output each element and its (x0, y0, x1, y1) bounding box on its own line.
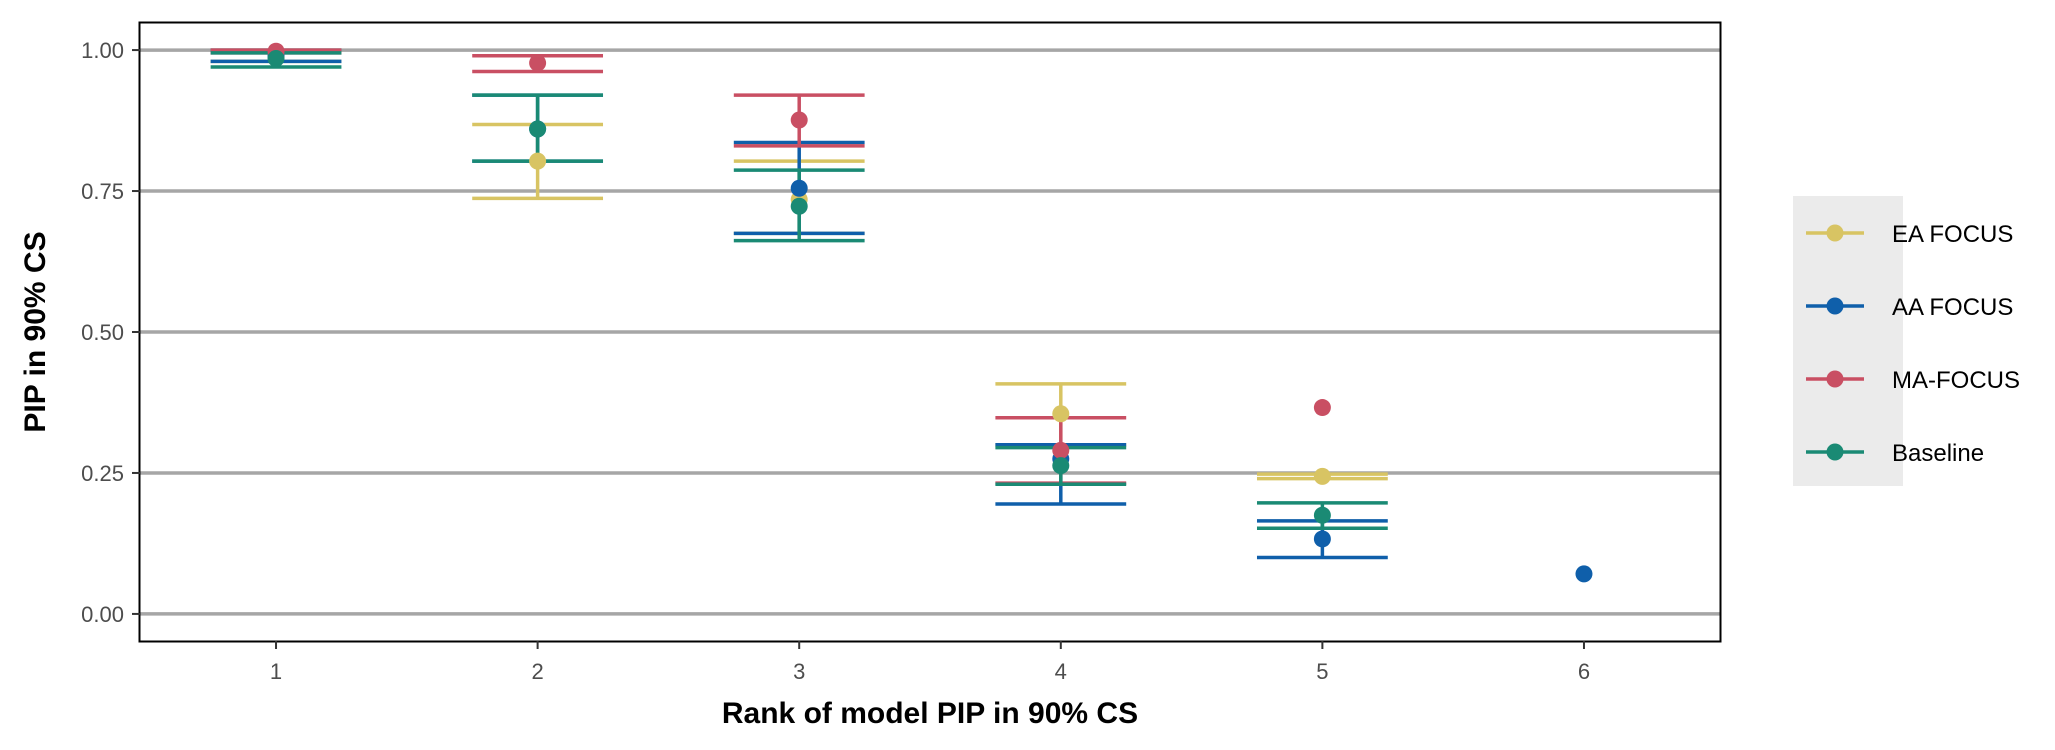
legend-label: AA FOCUS (1892, 294, 2013, 321)
legend-item: EA FOCUS (1806, 221, 2013, 248)
legend-key-point (1826, 443, 1844, 461)
y-tick-label: 1.00 (81, 38, 124, 63)
legend-label: Baseline (1892, 440, 1984, 467)
data-point (1313, 506, 1331, 524)
legend-background (1793, 196, 1903, 486)
legend-key-point (1826, 224, 1844, 242)
legend-label: EA FOCUS (1892, 221, 2013, 248)
legend-key-point (1826, 370, 1844, 388)
y-axis-title: PIP in 90% CS (19, 231, 52, 432)
data-point (1052, 441, 1070, 459)
x-tick-label: 5 (1316, 659, 1328, 684)
legend-item: MA-FOCUS (1806, 367, 2020, 394)
grid-layer (140, 48, 1720, 616)
data-point (1313, 399, 1331, 417)
y-tick-label: 0.75 (81, 179, 124, 204)
ticks-layer: 0.00 0.25 0.50 0.75 1.00 1 2 3 4 5 6 (81, 38, 1590, 684)
legend-item: AA FOCUS (1806, 294, 2013, 321)
legend-label: MA-FOCUS (1892, 367, 2020, 394)
legend-item: Baseline (1806, 440, 1984, 467)
legend-key-point (1826, 297, 1844, 315)
data-point (1052, 457, 1070, 475)
data-point (1052, 405, 1070, 423)
data-point (267, 50, 285, 68)
y-tick-label: 0.25 (81, 461, 124, 486)
x-tick-label: 6 (1578, 659, 1590, 684)
data-point (790, 111, 808, 129)
data-point (529, 120, 547, 138)
x-axis-title: Rank of model PIP in 90% CS (722, 697, 1138, 730)
data-point (1575, 565, 1593, 583)
y-tick-label: 0.00 (81, 602, 124, 627)
data-point (529, 54, 547, 72)
data-point (1313, 467, 1331, 485)
legend: EA FOCUS AA FOCUS MA-FOCUS Baseline (1793, 196, 2020, 486)
points-layer (267, 42, 1593, 583)
x-tick-label: 1 (270, 659, 282, 684)
data-point (790, 197, 808, 215)
x-tick-label: 2 (531, 659, 543, 684)
x-tick-label: 4 (1055, 659, 1067, 684)
data-point (1313, 530, 1331, 548)
data-point (790, 179, 808, 197)
data-point (529, 152, 547, 170)
y-tick-label: 0.50 (81, 320, 124, 345)
x-tick-label: 3 (793, 659, 805, 684)
